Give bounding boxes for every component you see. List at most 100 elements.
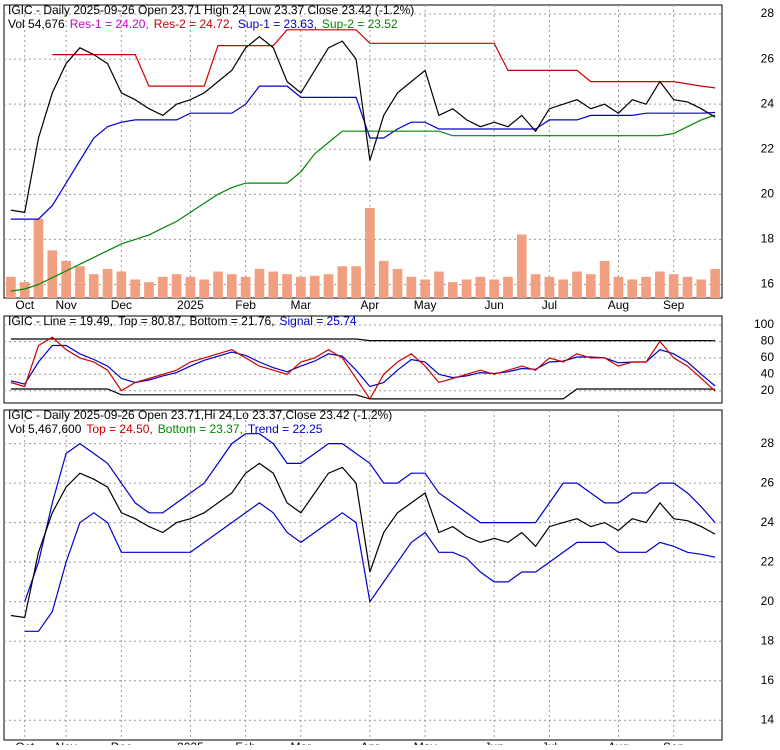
volume-bar	[226, 274, 237, 298]
x-tick-label: Sep	[663, 740, 685, 745]
volume-bar	[213, 271, 223, 298]
volume-bar	[47, 250, 58, 298]
x-tick-label: Dec	[111, 298, 132, 312]
volume-bar	[392, 268, 403, 298]
x-tick-label: May	[414, 298, 437, 312]
volume-bar	[530, 274, 541, 298]
volume-bar	[365, 208, 375, 298]
x-tick-label: Nov	[55, 740, 76, 745]
y-tick-label: 24	[761, 96, 775, 110]
y-tick-label: 100	[754, 317, 774, 331]
header-part: IGIC - Line = 19.49,	[8, 314, 113, 328]
volume-bar	[406, 276, 417, 298]
y-tick-label: 18	[761, 633, 775, 647]
x-tick-label: Feb	[235, 298, 256, 312]
y-tick-label: 22	[761, 141, 775, 155]
y-tick-label: 28	[761, 6, 775, 20]
volume-bar	[33, 218, 44, 298]
header-line: IGIC - Daily 2025-09-26 Open 23.71 High …	[8, 3, 414, 17]
volume-bar	[461, 279, 472, 298]
x-tick-label: Apr	[361, 740, 380, 745]
header-line: IGIC - Line = 19.49, Top = 80.87, Bottom =…	[8, 314, 357, 328]
volume-bar	[696, 279, 707, 298]
x-tick-label: Feb	[235, 740, 256, 745]
volume-bar	[710, 269, 720, 298]
price-panel	[3, 4, 723, 299]
volume-bar	[351, 266, 361, 298]
volume-bar	[558, 279, 569, 298]
volume-bar	[641, 276, 651, 298]
volume-bar	[682, 276, 693, 298]
volume-bar	[627, 279, 638, 298]
x-tick-label: Aug	[608, 740, 629, 745]
x-tick-label: Jul	[542, 740, 557, 745]
x-tick-label: Mar	[291, 298, 312, 312]
volume-bar	[144, 282, 154, 298]
header-part: Vol 54,676	[8, 17, 65, 31]
volume-bar	[61, 260, 71, 298]
volume-bar	[296, 276, 306, 298]
volume-bar	[378, 260, 389, 298]
volume-bar	[199, 279, 210, 298]
volume-bar	[420, 279, 430, 298]
oscillator-panel	[3, 315, 723, 404]
volume-bar	[254, 268, 265, 298]
series-line	[24, 433, 716, 602]
header-part: Signal = 25.74	[280, 314, 357, 328]
x-tick-label: Nov	[55, 298, 76, 312]
series-line	[10, 388, 716, 400]
volume-bar	[503, 276, 513, 298]
header-line: Vol 5,467,600 Top = 24.50, Bottom = 23.37,…	[8, 422, 323, 436]
series-line	[10, 338, 716, 342]
x-tick-label: 2025	[177, 298, 204, 312]
volume-bar	[599, 260, 610, 298]
series-line	[52, 29, 716, 89]
volume-bar	[668, 274, 679, 298]
y-tick-label: 24	[761, 515, 775, 529]
y-tick-label: 16	[761, 277, 775, 291]
volume-bar	[19, 282, 30, 298]
volume-bar	[572, 271, 582, 298]
y-tick-label: 20	[761, 186, 775, 200]
x-tick-label: Oct	[15, 740, 34, 745]
y-tick-label: 14	[761, 712, 775, 726]
volume-bar	[655, 271, 665, 298]
volume-bar	[337, 266, 348, 298]
volume-bar	[171, 274, 182, 298]
volume-bar	[489, 279, 500, 298]
header-part: Top = 24.50,	[86, 422, 152, 436]
x-tick-label: 2025	[177, 740, 204, 745]
x-tick-label: Aug	[608, 298, 629, 312]
volume-bar	[157, 276, 168, 298]
header-part: Top = 80.87,	[118, 314, 184, 328]
volume-bar	[116, 271, 127, 298]
y-tick-label: 20	[761, 594, 775, 608]
volume-bar	[434, 271, 444, 298]
header-part: Res-1 = 24.20,	[70, 17, 149, 31]
x-tick-label: Jun	[484, 298, 503, 312]
header-part: Sup-1 = 23.63,	[238, 17, 317, 31]
y-tick-label: 28	[761, 436, 775, 450]
series-line	[10, 336, 716, 401]
trend-panel	[3, 409, 723, 741]
x-tick-label: Apr	[361, 298, 380, 312]
x-tick-label: Mar	[291, 740, 312, 745]
volume-bar	[447, 282, 458, 298]
y-tick-label: 40	[761, 366, 775, 380]
x-tick-label: May	[414, 740, 437, 745]
header-part: IGIC - Daily 2025-09-26 Open 23.71 High …	[8, 3, 414, 17]
header-line: Vol 54,676 Res-1 = 24.20, Res-2 = 24.72, Su…	[8, 17, 398, 31]
volume-bar	[268, 271, 279, 298]
x-tick-label: Jun	[484, 740, 503, 745]
volume-bar	[240, 276, 251, 298]
header-part: Bottom = 21.76,	[189, 314, 274, 328]
volume-bar	[88, 274, 99, 298]
header-part: Vol 5,467,600	[8, 422, 82, 436]
x-tick-label: Dec	[111, 740, 132, 745]
y-tick-label: 22	[761, 554, 775, 568]
y-tick-label: 26	[761, 51, 775, 65]
volume-bar	[282, 274, 292, 298]
volume-bar	[613, 276, 624, 298]
header-part: Trend = 22.25	[248, 422, 323, 436]
y-tick-label: 80	[761, 334, 775, 348]
